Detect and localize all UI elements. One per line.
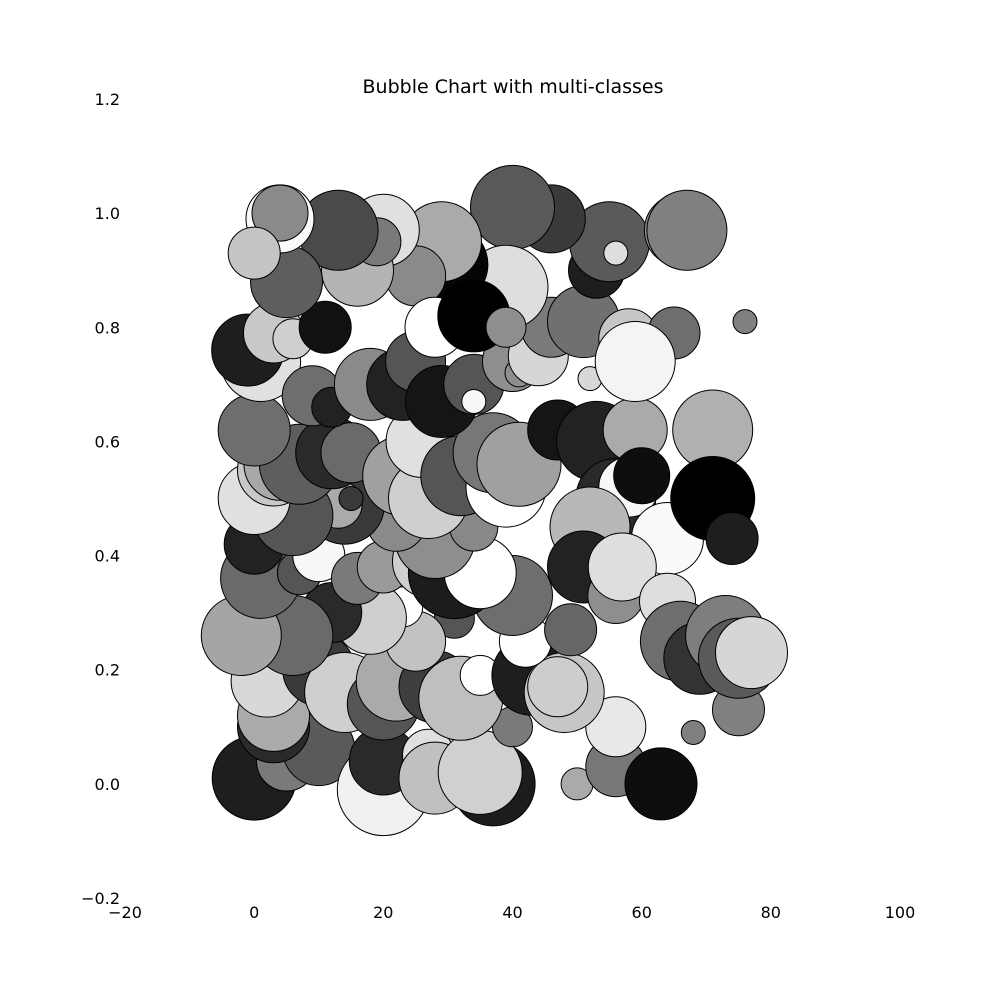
x-axis-tick-labels: −20 0 20 40 60 80 100 [108, 903, 915, 922]
bubble-126 [485, 306, 527, 348]
bubble-102 [461, 389, 487, 414]
bubble-12 [624, 747, 698, 821]
y-tick-label: −0.2 [81, 889, 120, 908]
x-tick-label: 0 [249, 903, 259, 922]
bubble-111 [594, 321, 676, 402]
bubble-14 [680, 720, 706, 745]
bubble-119 [470, 164, 555, 250]
bubble-133 [251, 184, 309, 242]
bubble-13 [585, 696, 647, 758]
x-tick-label: −20 [108, 903, 142, 922]
bubble-94 [298, 300, 352, 354]
bubble-88 [715, 616, 788, 690]
bubble-89 [217, 393, 291, 467]
bubble-54 [338, 486, 364, 511]
x-tick-label: 40 [502, 903, 522, 922]
bubble-82 [587, 532, 657, 602]
bubble-layer [200, 164, 788, 837]
x-tick-label: 20 [373, 903, 393, 922]
y-tick-label: 0.4 [95, 547, 120, 566]
x-tick-label: 80 [761, 903, 781, 922]
bubble-112 [732, 309, 758, 335]
bubble-75 [613, 447, 671, 505]
bubble-134 [227, 226, 281, 280]
bubble-30 [544, 603, 598, 657]
y-tick-label: 0.6 [95, 432, 120, 451]
bubble-28 [527, 656, 589, 718]
y-tick-label: 0.0 [95, 775, 120, 794]
y-tick-label: 0.8 [95, 318, 120, 337]
bubble-117 [646, 189, 728, 271]
x-tick-label: 100 [885, 903, 916, 922]
bubble-78 [705, 512, 759, 565]
chart-title: Bubble Chart with multi-classes [363, 76, 664, 98]
y-tick-label: 1.0 [95, 204, 120, 223]
y-tick-label: 1.2 [95, 90, 120, 109]
y-tick-label: 0.2 [95, 661, 120, 680]
x-tick-label: 60 [632, 903, 652, 922]
bubble-115 [603, 240, 629, 266]
y-axis-tick-labels: −0.2 0.0 0.2 0.4 0.6 0.8 1.0 1.2 [81, 90, 120, 908]
